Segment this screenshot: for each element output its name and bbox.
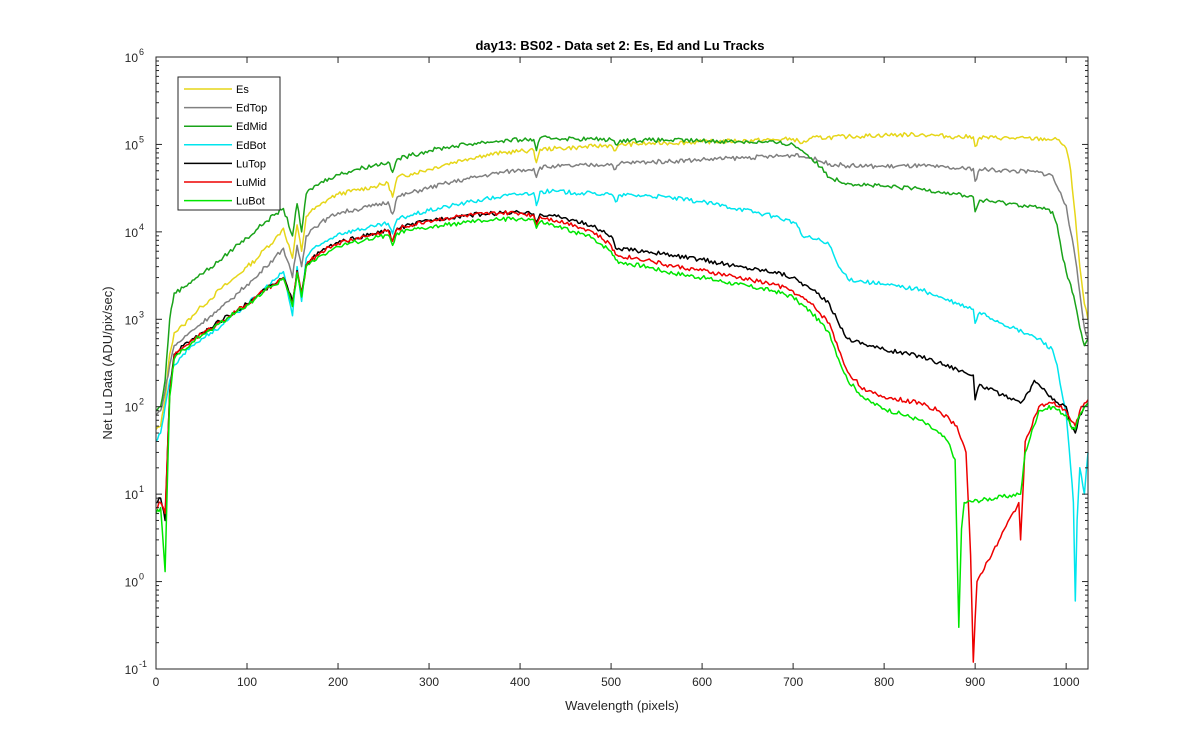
x-axis-label: Wavelength (pixels) xyxy=(565,698,679,713)
y-tick-exponent: 1 xyxy=(139,484,144,494)
x-tick-label: 600 xyxy=(692,675,712,689)
y-tick-label: 10 xyxy=(125,138,139,152)
legend-label-es: Es xyxy=(236,84,249,96)
y-tick-label: 10 xyxy=(125,226,139,240)
legend-box xyxy=(177,76,281,211)
y-tick-label: 10 xyxy=(125,488,139,502)
legend-label-edtop: EdTop xyxy=(236,103,267,115)
x-tick-label: 100 xyxy=(237,675,257,689)
y-tick-base: 10 xyxy=(125,51,139,65)
series-line-es xyxy=(155,131,1089,430)
y-tick-base: 10 xyxy=(125,138,139,152)
x-tick-label: 800 xyxy=(874,675,894,689)
series-line-lubot xyxy=(155,216,1089,629)
y-axis-label: Net Lu Data (ADU/pix/sec) xyxy=(100,286,115,439)
series-line-lumid xyxy=(155,210,1089,663)
y-tick-base: 10 xyxy=(125,576,139,590)
x-tick-label: 500 xyxy=(601,675,621,689)
series-line-edmid xyxy=(155,135,1089,412)
x-tick-label: 300 xyxy=(419,675,439,689)
y-tick-base: 10 xyxy=(125,313,139,327)
plot-frame xyxy=(155,56,1089,670)
legend-label-lutop: LuTop xyxy=(236,158,266,170)
x-tick-label: 200 xyxy=(328,675,348,689)
y-tick-base: 10 xyxy=(125,488,139,502)
y-tick-exponent: 3 xyxy=(139,309,144,319)
y-tick-label: 10 xyxy=(125,313,139,327)
series-line-edbot xyxy=(155,188,1089,602)
chart-title: day13: BS02 - Data set 2: Es, Ed and Lu … xyxy=(475,38,764,53)
legend-label-edbot: EdBot xyxy=(236,140,266,152)
y-tick-exponent: 5 xyxy=(139,134,144,144)
y-tick-exponent: 2 xyxy=(139,397,144,407)
y-tick-label: 10 xyxy=(125,576,139,590)
y-tick-label: 10 xyxy=(125,401,139,415)
plot-area xyxy=(156,57,1088,669)
y-tick-label: 10 xyxy=(125,663,139,677)
legend-label-lumid: LuMid xyxy=(236,177,266,189)
y-tick-exponent: 4 xyxy=(139,222,144,232)
y-tick-label: 10 xyxy=(125,51,139,65)
x-tick-label: 0 xyxy=(153,675,160,689)
y-tick-exponent: 6 xyxy=(139,47,144,57)
x-axis: 0 100 200 300 400 500 600 700 800 900 1000 xyxy=(153,57,1080,689)
y-tick-base: 10 xyxy=(125,401,139,415)
legend: Es EdTop EdMid EdBot LuTop LuMid LuBot xyxy=(177,76,281,211)
y-tick-exponent: -1 xyxy=(139,659,147,669)
x-tick-label: 1000 xyxy=(1053,675,1080,689)
y-tick-base: 10 xyxy=(125,226,139,240)
x-tick-label: 700 xyxy=(783,675,803,689)
legend-label-edmid: EdMid xyxy=(236,121,267,133)
x-tick-label: 400 xyxy=(510,675,530,689)
series-layer xyxy=(155,131,1089,663)
y-tick-exponent: 0 xyxy=(139,572,144,582)
x-tick-label: 900 xyxy=(965,675,985,689)
legend-label-lubot: LuBot xyxy=(236,196,265,208)
series-line-edtop xyxy=(155,153,1089,416)
y-tick-base: 10 xyxy=(125,663,139,677)
